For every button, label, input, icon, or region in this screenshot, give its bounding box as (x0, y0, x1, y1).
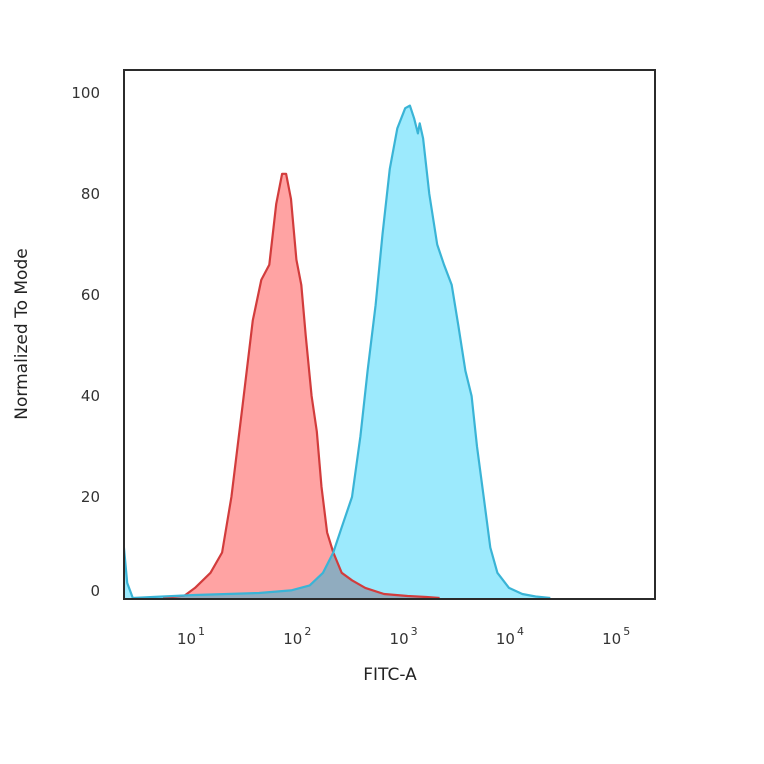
y-tick-label: 20 (81, 488, 100, 506)
y-tick-label: 0 (90, 582, 100, 600)
y-tick-label: 60 (81, 286, 100, 304)
stained-sample-line (124, 104, 551, 599)
isotype-control-line (162, 172, 440, 599)
plot-area (124, 104, 557, 599)
plot-frame (123, 69, 656, 600)
y-tick-label: 100 (71, 84, 100, 102)
x-axis-title: FITC-A (363, 665, 417, 685)
stained-sample-area (124, 105, 551, 599)
y-axis-title: Normalized To Mode (12, 248, 32, 419)
y-tick-label: 80 (81, 185, 100, 203)
y-tick-label: 40 (81, 387, 100, 405)
y-axis-ticks: 0 20 40 60 80 100 (71, 84, 100, 600)
overlap-area (152, 552, 557, 599)
